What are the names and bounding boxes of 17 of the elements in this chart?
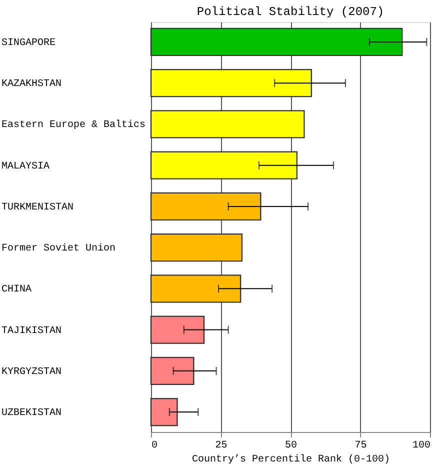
- x-tick-label: 25: [215, 440, 228, 452]
- y-tick-label: KYRGYZSTAN: [2, 366, 62, 378]
- x-tick-label: 50: [284, 440, 298, 452]
- y-tick-label: MALAYSIA: [2, 161, 50, 172]
- x-tick-label: 75: [354, 440, 367, 452]
- x-tick-label: 0: [152, 440, 158, 452]
- y-tick-label: Former Soviet Union: [2, 242, 116, 255]
- y-tick-label: KAZAKHSTAN: [2, 79, 62, 90]
- y-tick-label: Eastern Europe & Baltics: [2, 119, 146, 132]
- y-tick-label: TURKMENISTAN: [2, 202, 74, 214]
- x-axis-title: Country’s Percentile Rank (0-100): [192, 454, 390, 466]
- chart-title: Political Stability (2007): [196, 5, 384, 19]
- y-tick-label: TAJIKISTAN: [2, 326, 62, 337]
- y-tick-label: SINGAPORE: [2, 38, 56, 49]
- y-tick-label: UZBEKISTAN: [2, 408, 62, 420]
- y-tick-label: CHINA: [2, 284, 32, 296]
- x-tick-label: 100: [412, 440, 430, 452]
